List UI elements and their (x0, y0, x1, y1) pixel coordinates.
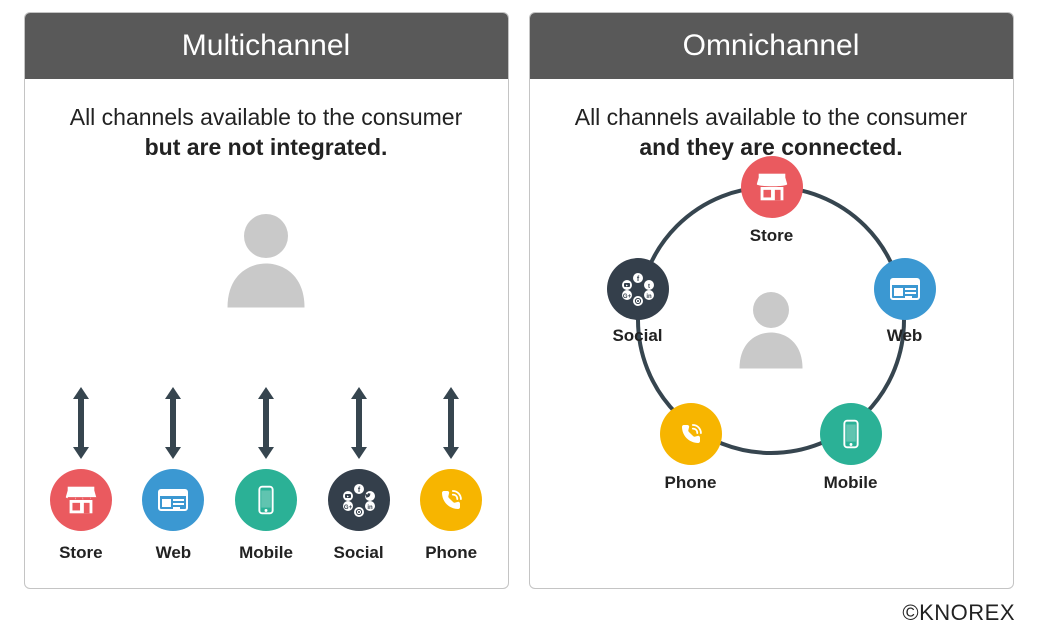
channel-label: Phone (665, 473, 717, 493)
channel-store: Store (36, 387, 126, 563)
channel-label: Phone (425, 543, 477, 563)
mobile-icon (820, 403, 882, 465)
person-icon (211, 203, 321, 318)
subtitle-pre: All channels available to the consumer (70, 104, 463, 130)
svg-text:in: in (367, 505, 373, 511)
store-icon (741, 156, 803, 218)
panel-multichannel: Multichannel All channels available to t… (24, 12, 509, 589)
phone-icon (420, 469, 482, 531)
double-arrow-icon (350, 387, 368, 459)
store-icon (50, 469, 112, 531)
channel-label: Social (334, 543, 384, 563)
subtitle-bold: but are not integrated. (145, 134, 388, 160)
svg-text:G+: G+ (343, 505, 352, 511)
web-icon (874, 258, 936, 320)
channel-label: Mobile (824, 473, 878, 493)
svg-text:in: in (646, 294, 652, 300)
mobile-icon (235, 469, 297, 531)
double-arrow-icon (257, 387, 275, 459)
panel-title-omnichannel: Omnichannel (530, 13, 1013, 79)
channel-label: Social (612, 326, 662, 346)
channel-label: Web (156, 543, 192, 563)
omni-node-phone: Phone (660, 403, 722, 493)
copyright-text: ©KNOREX (902, 600, 1015, 626)
channel-label: Store (59, 543, 102, 563)
panel-omnichannel: Omnichannel All channels available to th… (529, 12, 1014, 589)
phone-icon (660, 403, 722, 465)
svg-text:t: t (648, 284, 650, 290)
web-icon (142, 469, 204, 531)
svg-text:G+: G+ (622, 294, 631, 300)
channel-label: Mobile (239, 543, 293, 563)
double-arrow-icon (442, 387, 460, 459)
omni-node-mobile: Mobile (820, 403, 882, 493)
channel-label: Store (750, 226, 793, 246)
channel-label: Web (887, 326, 923, 346)
panel-subtitle-multichannel: All channels available to the consumer b… (25, 79, 508, 173)
person-icon (726, 283, 816, 378)
double-arrow-icon (164, 387, 182, 459)
channel-mobile: Mobile (221, 387, 311, 563)
omni-node-social: f t in G+ Social (607, 258, 669, 346)
omni-node-web: Web (874, 258, 936, 346)
subtitle-pre: All channels available to the consumer (575, 104, 968, 130)
social-icon: f in G+ (328, 469, 390, 531)
channel-phone: Phone (406, 387, 496, 563)
channel-web: Web (128, 387, 218, 563)
panel-title-multichannel: Multichannel (25, 13, 508, 79)
channel-social: f in G+ Social (314, 387, 404, 563)
social-icon: f t in G+ (607, 258, 669, 320)
omni-node-store: Store (741, 156, 803, 246)
multichannel-row: Store Web Mobile (25, 387, 508, 563)
double-arrow-icon (72, 387, 90, 459)
